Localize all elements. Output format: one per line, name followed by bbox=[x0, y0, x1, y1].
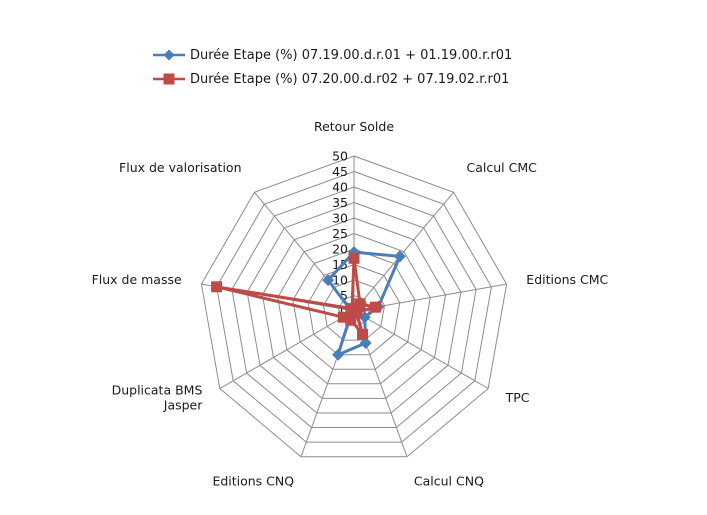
category-label-line: Calcul CMC bbox=[467, 160, 538, 175]
tick-label: 20 bbox=[332, 242, 348, 257]
data-point bbox=[346, 303, 358, 315]
grid-ring bbox=[307, 263, 401, 356]
data-point bbox=[359, 337, 372, 349]
legend: Durée Etape (%) 07.19.00.d.r.01 + 01.19.… bbox=[152, 43, 572, 91]
grid-spoke bbox=[219, 310, 355, 389]
category-label-line: Duplicata BMS bbox=[112, 383, 203, 398]
category-label: Calcul CMC bbox=[467, 160, 538, 175]
data-point bbox=[332, 348, 345, 361]
tick-label: 40 bbox=[332, 180, 348, 195]
tick-label: 50 bbox=[332, 149, 348, 164]
grid-ring bbox=[261, 217, 447, 399]
category-label-line: Flux de masse bbox=[92, 272, 182, 287]
data-point bbox=[348, 252, 360, 264]
category-label-line: Calcul CNQ bbox=[414, 473, 484, 488]
grid-ring bbox=[277, 232, 431, 385]
legend-item-series-1[interactable]: Durée Etape (%) 07.19.00.d.r.01 + 01.19.… bbox=[152, 43, 572, 67]
category-label-line: Editions CNQ bbox=[212, 473, 294, 488]
grid-ring bbox=[246, 201, 462, 414]
category-label-line: TPC bbox=[505, 390, 530, 405]
category-label: Flux de masse bbox=[92, 272, 182, 287]
legend-marker-series-2 bbox=[153, 73, 185, 85]
grid-ring bbox=[200, 155, 508, 458]
tick-label: 0 bbox=[340, 304, 348, 319]
tick-label: 25 bbox=[332, 226, 348, 241]
tick-label: 30 bbox=[332, 211, 348, 226]
legend-marker-series-1 bbox=[153, 49, 185, 61]
legend-label-series-1: Durée Etape (%) 07.19.00.d.r.01 + 01.19.… bbox=[190, 47, 513, 63]
series-line bbox=[215, 256, 377, 336]
category-label: Duplicata BMS Jasper bbox=[112, 383, 204, 413]
data-point bbox=[357, 328, 368, 340]
category-label-line: Flux de valorisation bbox=[119, 160, 241, 175]
data-point bbox=[393, 250, 406, 263]
grid-spoke bbox=[353, 310, 489, 389]
category-label: Editions CMC bbox=[526, 272, 608, 287]
data-point bbox=[322, 274, 335, 287]
tick-label: 35 bbox=[332, 195, 348, 210]
legend-label-series-2: Durée Etape (%) 07.20.00.d.r02 + 07.19.0… bbox=[190, 71, 510, 87]
grid-ring bbox=[231, 186, 477, 428]
grid-ring bbox=[216, 170, 492, 443]
category-label: Editions CNQ bbox=[212, 473, 294, 488]
category-labels: Retour Solde Calcul CMC Editions CMC TPC Cal… bbox=[92, 119, 609, 488]
data-point bbox=[354, 298, 366, 310]
tick-label: 5 bbox=[340, 288, 348, 303]
grid-ring bbox=[292, 248, 416, 370]
data-point bbox=[211, 281, 223, 293]
category-label-line: Retour Solde bbox=[314, 119, 394, 134]
tick-label: 45 bbox=[332, 164, 348, 179]
category-label-line: Editions CMC bbox=[526, 272, 608, 287]
grid-ring bbox=[322, 279, 386, 341]
category-label: Retour Solde bbox=[314, 119, 394, 134]
legend-item-series-2[interactable]: Durée Etape (%) 07.20.00.d.r02 + 07.19.0… bbox=[152, 67, 572, 91]
category-label-line: Jasper bbox=[163, 398, 203, 413]
data-point bbox=[337, 311, 349, 323]
series-2 bbox=[211, 252, 381, 340]
data-point bbox=[345, 314, 357, 326]
series-line bbox=[326, 250, 402, 357]
data-point bbox=[369, 301, 381, 313]
category-label: TPC bbox=[505, 390, 530, 405]
category-label: Calcul CNQ bbox=[414, 473, 484, 488]
tick-label: 10 bbox=[332, 273, 348, 288]
data-series bbox=[211, 246, 406, 361]
category-label: Flux de valorisation bbox=[119, 160, 241, 175]
grid-spoke bbox=[353, 191, 454, 312]
